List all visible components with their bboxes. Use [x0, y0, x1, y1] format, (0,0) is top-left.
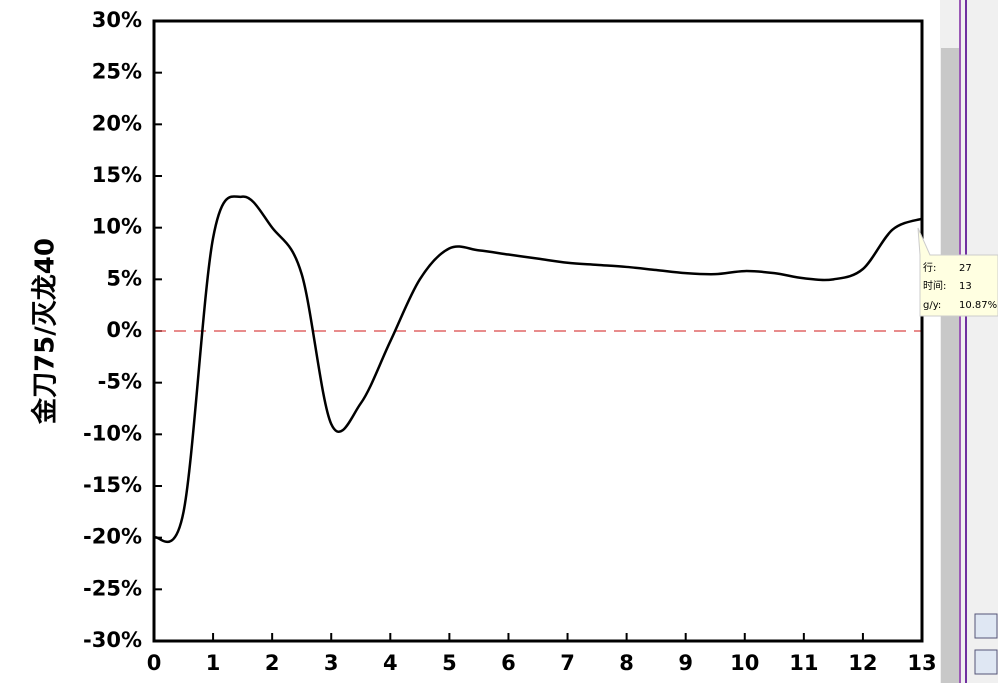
scrollbar[interactable]	[941, 48, 959, 683]
y-tick-label: -10%	[83, 421, 142, 445]
x-tick-label: 2	[265, 651, 280, 675]
x-tick-label: 9	[678, 651, 693, 675]
y-tick-label: 30%	[92, 8, 142, 32]
y-tick-label: 25%	[92, 60, 142, 84]
tooltip-label: g/y:	[923, 300, 941, 311]
y-tick-label: 20%	[92, 111, 142, 135]
data-line	[153, 195, 923, 544]
x-tick-label: 0	[147, 651, 162, 675]
y-tick-label: -20%	[83, 525, 142, 549]
plot-frame	[152, 19, 924, 643]
tooltip-box	[917, 227, 998, 317]
x-tick-label: 13	[907, 651, 936, 675]
tooltip-label: 行:	[923, 261, 936, 274]
y-tick-label: 10%	[92, 215, 142, 239]
y-tick-label: 0%	[106, 318, 142, 342]
x-tick-label: 6	[501, 651, 516, 675]
x-tick-label: 3	[324, 651, 339, 675]
x-tick-label: 11	[789, 651, 818, 675]
y-tick-label: 15%	[92, 163, 142, 187]
y-tick-label: 5%	[106, 266, 142, 290]
tooltip-value: 10.87%	[959, 300, 997, 311]
sheet-icon[interactable]	[974, 613, 998, 639]
x-tick-label: 7	[560, 651, 575, 675]
y-tick-label: -30%	[83, 628, 142, 652]
x-tick-label: 4	[383, 651, 398, 675]
y-tick-label: -15%	[83, 473, 142, 497]
tooltip-value: 27	[959, 263, 972, 274]
x-tick-label: 10	[730, 651, 759, 675]
y-tick-label: -25%	[83, 576, 142, 600]
x-tick-label: 5	[442, 651, 457, 675]
x-tick-label: 12	[848, 651, 877, 675]
x-tick-label: 8	[619, 651, 634, 675]
sheet-icon[interactable]	[974, 649, 998, 675]
tooltip-value: 13	[959, 281, 972, 292]
x-tick-label: 1	[206, 651, 221, 675]
tooltip-label: 时间:	[923, 279, 946, 292]
y-tick-label: -5%	[98, 370, 142, 394]
y-axis-label: 金刀75/灭龙40	[30, 238, 61, 425]
